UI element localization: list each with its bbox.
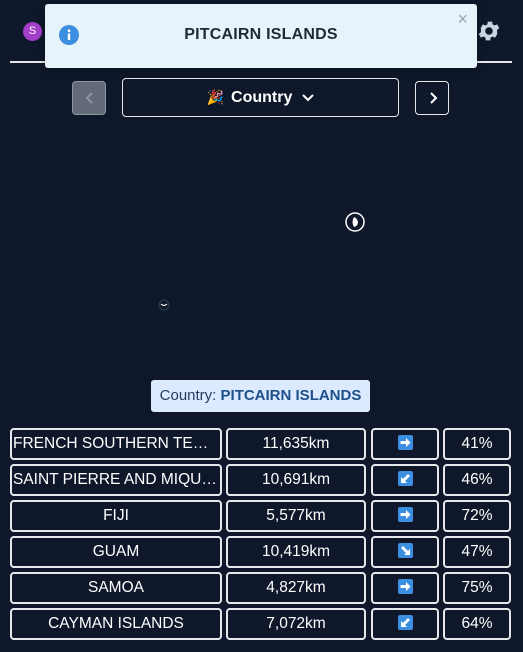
previous-button[interactable] — [72, 81, 106, 115]
country-label-prefix: Country: — [159, 387, 217, 404]
close-icon[interactable]: × — [457, 9, 468, 29]
arrow-down-left-icon — [397, 470, 413, 486]
guess-distance: 5,577km — [226, 500, 366, 532]
guess-direction — [371, 536, 439, 568]
guess-row: FRENCH SOUTHERN TERRITORIES 11,635km 41% — [10, 428, 512, 460]
main-island-shape — [345, 212, 365, 232]
chevron-left-icon — [85, 92, 93, 104]
info-icon — [59, 25, 79, 45]
guess-proximity: 41% — [443, 428, 511, 460]
answer-toast: PITCAIRN ISLANDS × — [45, 4, 477, 68]
arrow-right-icon — [397, 506, 413, 522]
guess-row: CAYMAN ISLANDS 7,072km 64% — [10, 608, 512, 640]
guess-row: GUAM 10,419km 47% — [10, 536, 512, 568]
guess-country: GUAM — [10, 536, 222, 568]
small-island-shape — [158, 299, 170, 311]
guess-proximity: 47% — [443, 536, 511, 568]
guess-country: SAMOA — [10, 572, 222, 604]
arrow-right-icon — [397, 578, 413, 594]
guess-row: FIJI 5,577km 72% — [10, 500, 512, 532]
arrow-right-icon — [397, 434, 413, 450]
guess-distance: 4,827km — [226, 572, 366, 604]
chevron-right-icon — [430, 92, 438, 104]
guess-direction — [371, 572, 439, 604]
guess-country: FIJI — [10, 500, 222, 532]
avatar[interactable]: S — [23, 22, 42, 41]
guess-row: SAMOA 4,827km 75% — [10, 572, 512, 604]
guess-country: SAINT PIERRE AND MIQUELON — [10, 464, 222, 496]
guess-proximity: 64% — [443, 608, 511, 640]
guess-direction — [371, 500, 439, 532]
guess-direction — [371, 608, 439, 640]
guess-direction — [371, 428, 439, 460]
guess-distance: 7,072km — [226, 608, 366, 640]
guess-proximity: 75% — [443, 572, 511, 604]
arrow-down-left-icon — [397, 614, 413, 630]
guess-distance: 11,635km — [226, 428, 366, 460]
toast-title: PITCAIRN ISLANDS — [184, 26, 338, 43]
mode-selector[interactable]: 🎉 Country — [122, 78, 399, 117]
guess-row: SAINT PIERRE AND MIQUELON 10,691km 46% — [10, 464, 512, 496]
guess-country: CAYMAN ISLANDS — [10, 608, 222, 640]
arrow-down-right-icon — [397, 542, 413, 558]
guess-proximity: 72% — [443, 500, 511, 532]
party-icon: 🎉 — [206, 89, 225, 105]
next-button[interactable] — [415, 81, 449, 115]
guess-proximity: 46% — [443, 464, 511, 496]
guess-distance: 10,691km — [226, 464, 366, 496]
guess-distance: 10,419km — [226, 536, 366, 568]
gear-icon[interactable] — [476, 18, 502, 44]
country-label-name: PITCAIRN ISLANDS — [220, 387, 362, 404]
chevron-down-icon — [302, 93, 315, 101]
guess-country: FRENCH SOUTHERN TERRITORIES — [10, 428, 222, 460]
country-label: Country: PITCAIRN ISLANDS — [151, 380, 370, 412]
country-shape-map — [158, 212, 365, 311]
mode-label: Country — [231, 88, 293, 106]
guess-direction — [371, 464, 439, 496]
